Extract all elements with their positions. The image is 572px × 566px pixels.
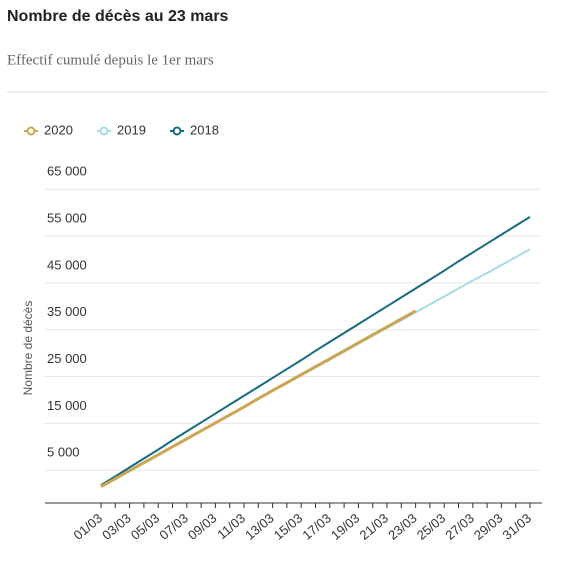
x-tick-label: 01/03 [71,510,106,542]
x-tick-label: 25/03 [414,510,449,542]
x-tick-label: 23/03 [385,510,420,542]
legend-marker [172,126,182,136]
legend-label: 2018 [190,122,219,137]
x-tick-label: 21/03 [357,510,392,542]
x-tick-label: 17/03 [299,510,334,542]
x-tick-label: 31/03 [500,510,535,542]
series-line [100,215,531,487]
y-tick-label: 45 000 [47,257,87,272]
legend-marker [99,126,109,136]
x-tick-label: 09/03 [185,510,220,542]
chart-subtitle: Effectif cumulé depuis le 1er mars [7,52,214,68]
series-line [100,309,417,488]
y-tick-label: 15 000 [47,398,87,413]
x-tick-label: 29/03 [471,510,506,542]
chart-title: Nombre de décès au 23 mars [7,8,229,25]
legend-label: 2019 [117,122,146,137]
y-axis-label: Nombre de décès [21,301,35,396]
legend-label: 2020 [44,122,73,137]
x-tick-label: 15/03 [271,510,306,542]
x-tick-label: 11/03 [214,510,248,542]
y-tick-label: 65 000 [47,164,87,179]
y-tick-label: 25 000 [47,351,87,366]
x-tick-label: 07/03 [156,510,191,542]
x-tick-label: 05/03 [128,510,163,542]
x-tick-label: 03/03 [99,510,134,542]
x-tick-label: 13/03 [242,510,277,542]
x-tick-label: 19/03 [328,510,363,542]
y-tick-label: 5 000 [47,445,80,460]
y-tick-label: 55 000 [47,210,87,225]
legend-marker [26,126,36,136]
x-tick-label: 27/03 [442,510,477,542]
y-tick-label: 35 000 [47,304,87,319]
